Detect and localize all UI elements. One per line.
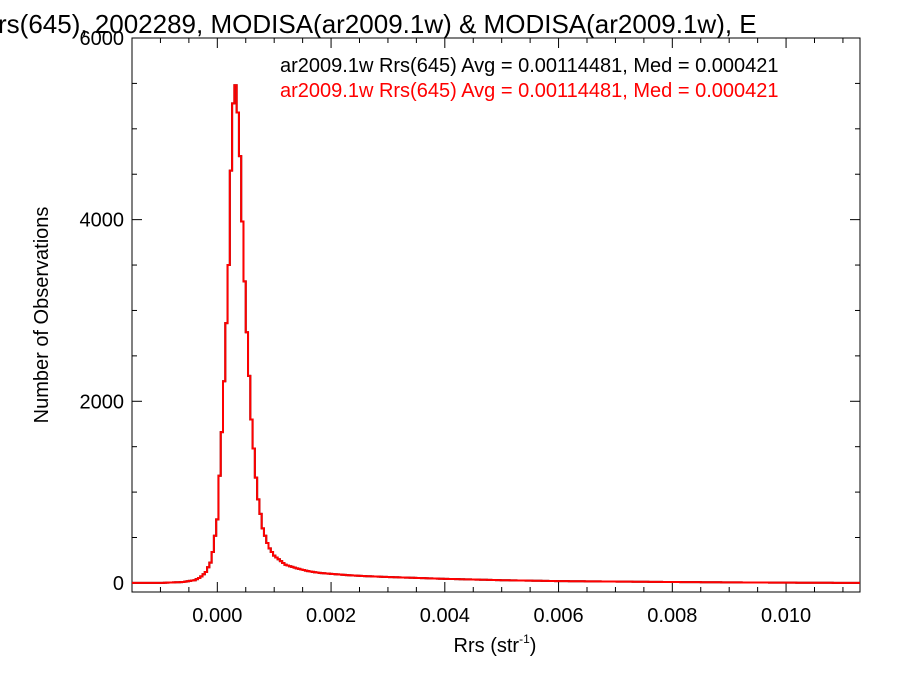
x-tick-label: 0.002 xyxy=(306,605,356,627)
y-tick-label: 0 xyxy=(113,573,124,595)
y-axis-ticks xyxy=(132,37,860,584)
y-tick-label: 2000 xyxy=(80,391,125,413)
y-tick-label: 6000 xyxy=(80,28,125,50)
y-axis-tick-labels: 0 2000 4000 6000 xyxy=(80,28,125,595)
x-tick-label: 0.000 xyxy=(192,605,242,627)
annotation-black: ar2009.1w Rrs(645) Avg = 0.00114481, Med… xyxy=(280,55,779,77)
annotation-red: ar2009.1w Rrs(645) Avg = 0.00114481, Med… xyxy=(280,80,779,102)
x-tick-label: 0.008 xyxy=(647,605,697,627)
y-axis-title: Number of Observations xyxy=(31,207,53,424)
plot-frame xyxy=(131,37,861,593)
chart-title: rs(645), 2002289, MODISA(ar2009.1w) & MO… xyxy=(0,9,757,39)
series-layer xyxy=(132,84,860,584)
x-axis-ticks xyxy=(131,38,844,592)
series-red-histogram xyxy=(132,84,860,584)
x-tick-label: 0.010 xyxy=(761,605,811,627)
x-tick-label: 0.006 xyxy=(534,605,584,627)
x-axis-tick-labels: 0.000 0.002 0.004 0.006 0.008 0.010 xyxy=(192,605,811,627)
y-tick-label: 4000 xyxy=(80,210,125,232)
x-axis-title: Rrs (str-1) xyxy=(454,632,537,657)
x-tick-label: 0.004 xyxy=(420,605,470,627)
